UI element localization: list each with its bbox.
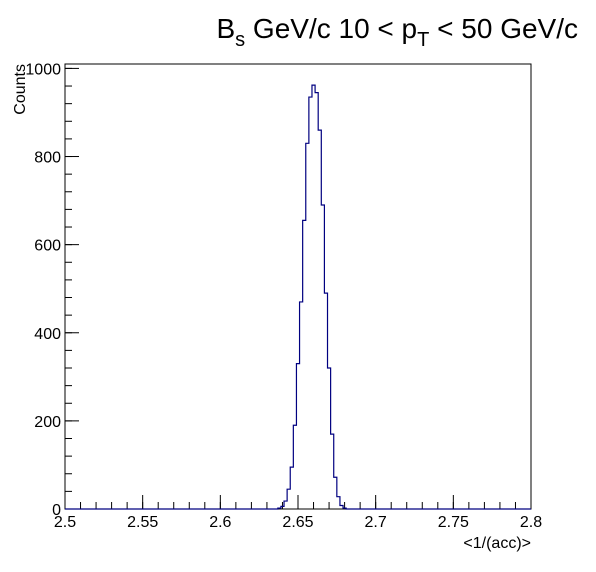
x-axis-tick-labels: 2.5 2.55 2.6 2.65 2.7 2.75 2.8 [54,514,542,531]
title-tail: < 50 GeV/c [429,13,578,44]
x-tick-label: 2.8 [520,514,542,531]
x-axis-label: <1/(acc)> [463,535,531,552]
x-tick-label: 2.65 [282,514,313,531]
y-tick-label: 400 [34,326,61,343]
chart-title: Bs GeV/c 10 < pT < 50 GeV/c [216,13,578,51]
title-mid: GeV/c 10 < p [245,13,417,44]
y-tick-label: 0 [52,502,61,519]
y-tick-label: 800 [34,150,61,167]
title-mid-subscript: T [417,29,429,51]
title-main: B [216,13,235,44]
y-tick-label: 600 [34,238,61,255]
y-axis-tick-labels: 0 200 400 600 800 1000 [25,61,61,519]
x-tick-label: 2.6 [209,514,231,531]
plot-frame [64,63,532,510]
y-axis-ticks [65,67,79,510]
y-tick-label: 1000 [25,61,61,78]
x-tick-label: 2.7 [365,514,387,531]
title-main-subscript: s [235,29,245,51]
y-axis-label: Counts [12,64,29,115]
x-tick-label: 2.75 [438,514,469,531]
y-tick-label: 200 [34,414,61,431]
x-tick-label: 2.55 [127,514,158,531]
x-axis-ticks [64,495,532,509]
x-tick-label: 2.5 [54,514,76,531]
histogram-series-line [65,84,531,510]
